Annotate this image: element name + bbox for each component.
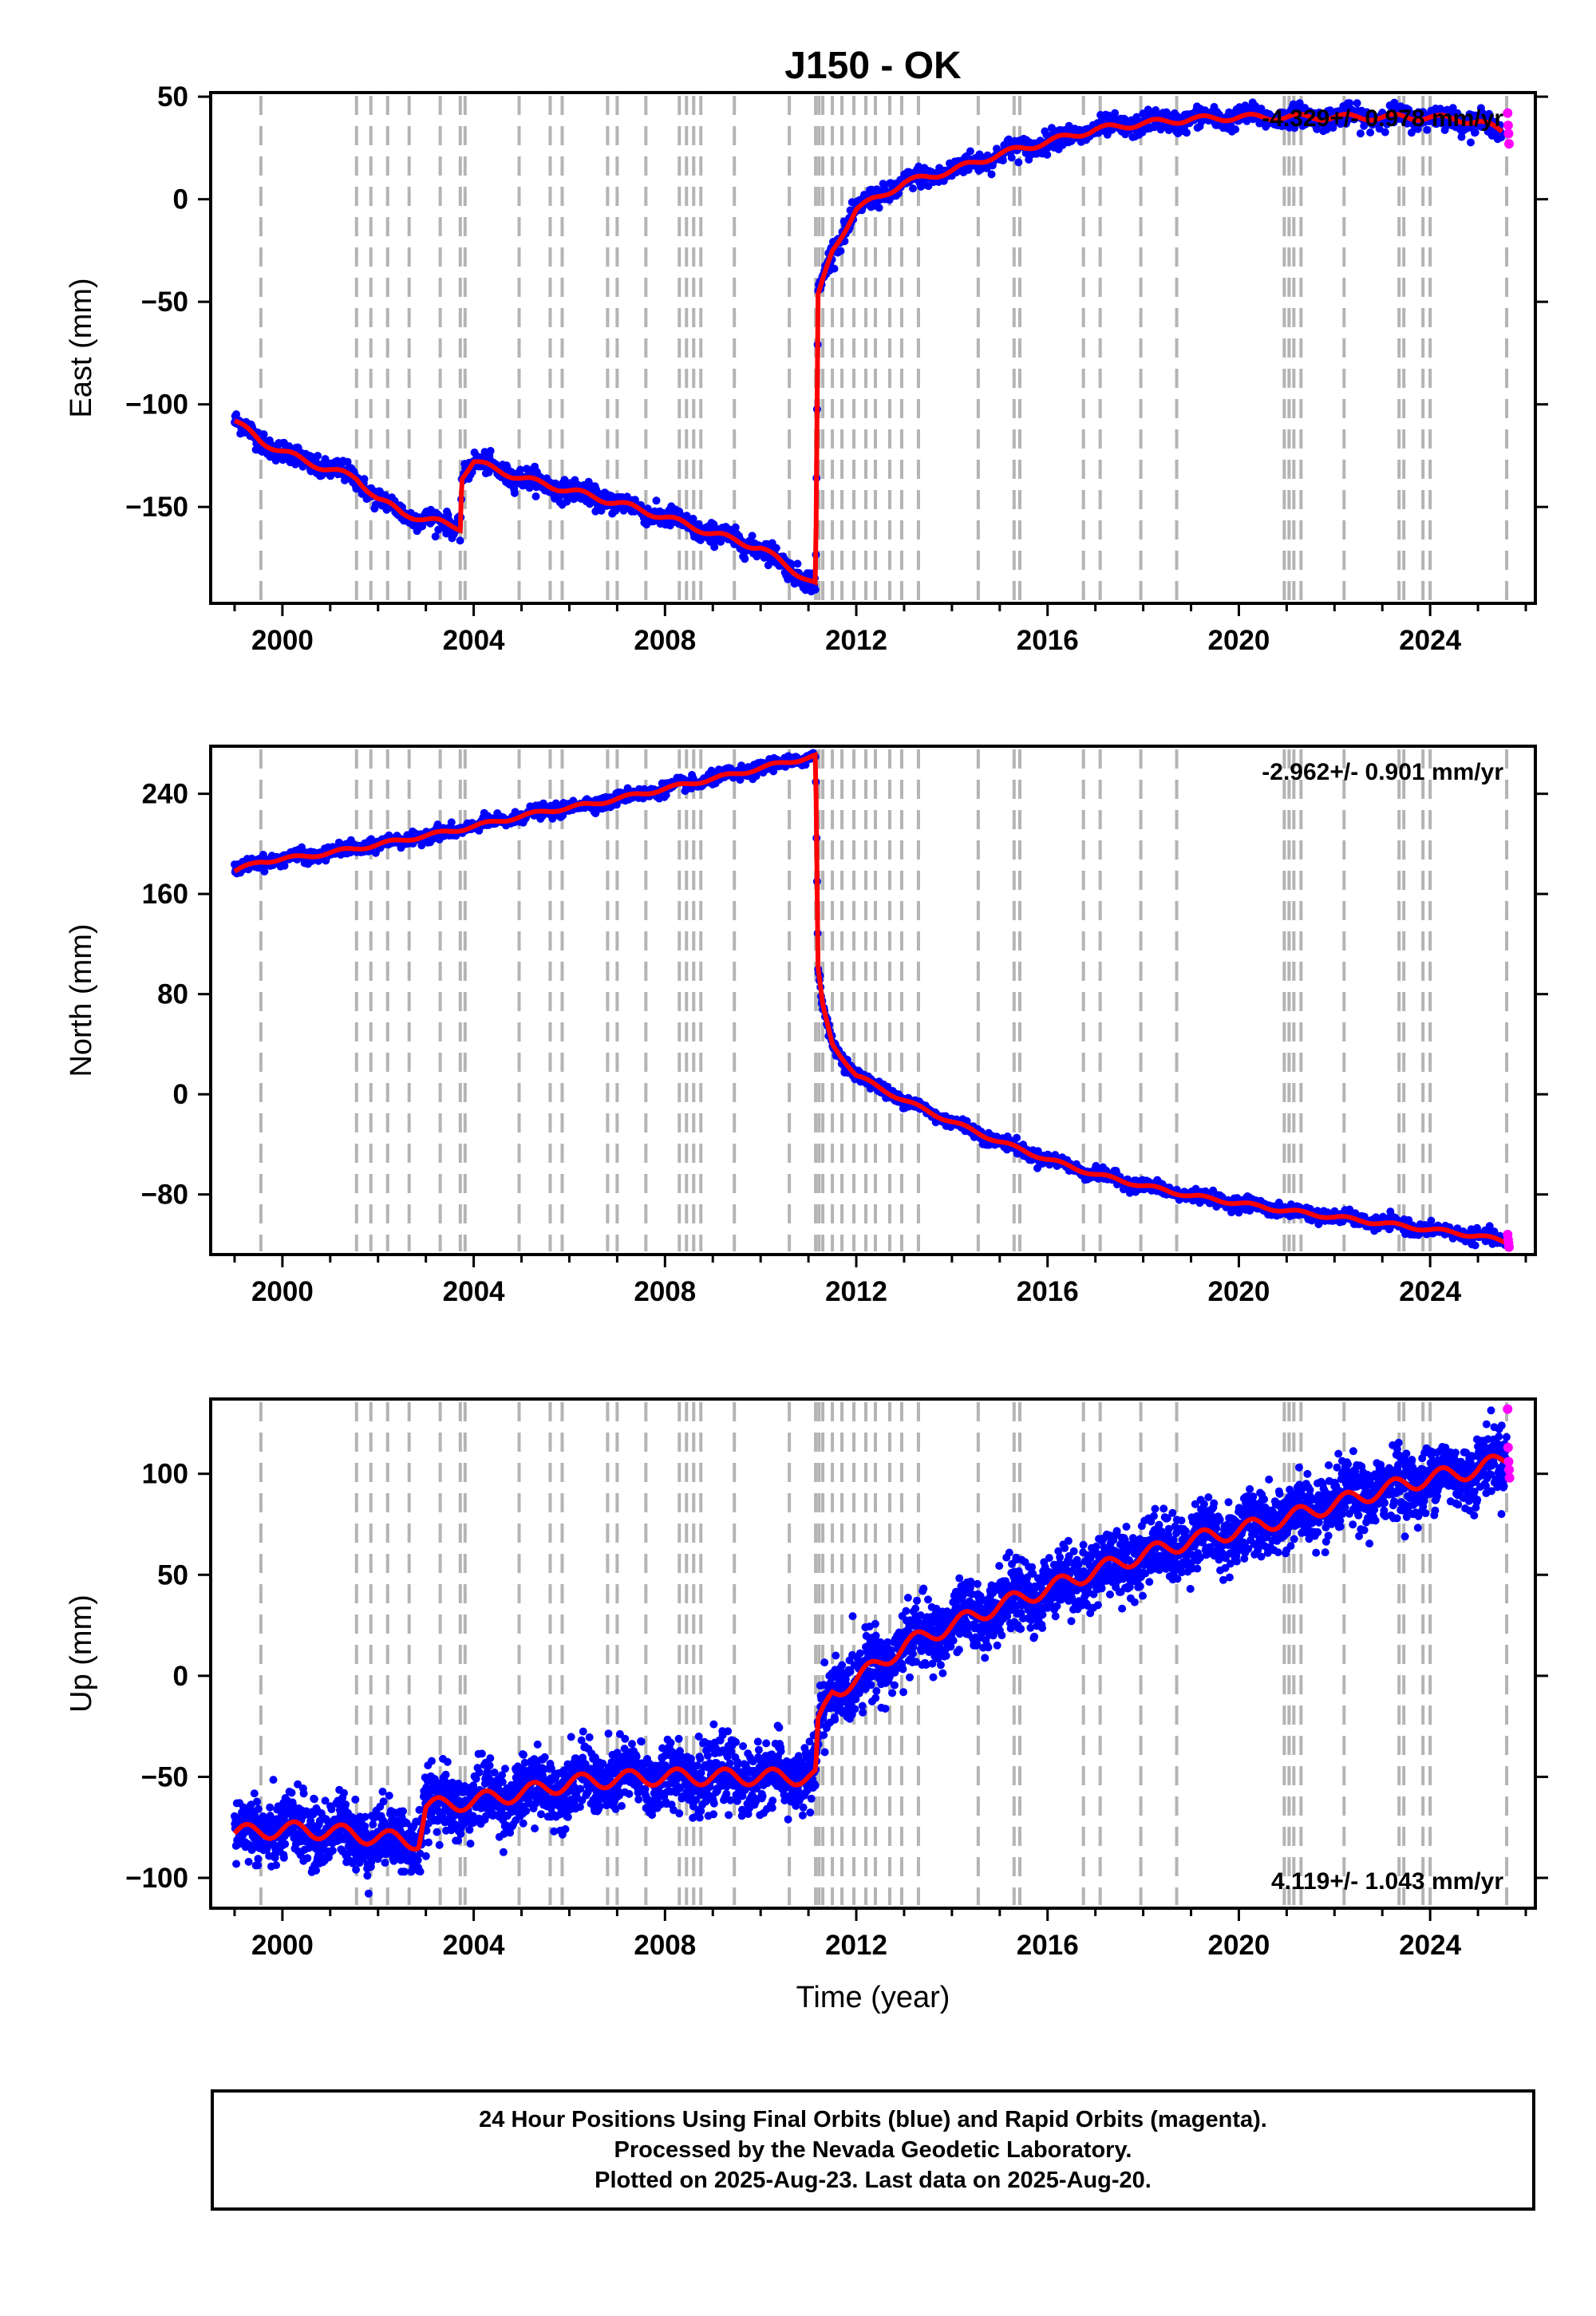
- final-point: [456, 536, 464, 545]
- final-point: [1471, 1241, 1479, 1250]
- x-tick-label: 2000: [251, 1276, 314, 1307]
- x-tick-label: 2016: [1017, 625, 1079, 656]
- rapid-point: [1504, 1242, 1515, 1252]
- final-point: [281, 1840, 290, 1848]
- final-point: [1007, 153, 1016, 162]
- final-point: [312, 1866, 321, 1875]
- final-point: [486, 447, 495, 455]
- y-tick-label: −100: [125, 389, 188, 421]
- final-point: [254, 1804, 263, 1813]
- x-tick-label: 2012: [825, 625, 887, 656]
- panels-group: 2000 2004 2008 2012 2016 2020 2024 50 0 −50 −100 −1…: [65, 81, 1548, 2014]
- final-point: [741, 555, 749, 563]
- final-point: [254, 1855, 263, 1863]
- final-point: [1013, 1133, 1021, 1142]
- x-tick-label: 2024: [1399, 1276, 1461, 1307]
- final-point: [875, 204, 883, 212]
- y-tick-label: −50: [141, 287, 188, 318]
- final-point: [1467, 138, 1475, 147]
- final-point: [710, 543, 719, 551]
- final-point: [279, 1853, 288, 1862]
- rate-label: -2.962+/- 0.901 mm/yr: [1262, 759, 1503, 785]
- final-point: [303, 1854, 312, 1863]
- final-point: [1014, 158, 1023, 167]
- y-tick-label: 50: [157, 81, 188, 113]
- final-point: [909, 184, 917, 193]
- x-tick-label: 2016: [1017, 1276, 1079, 1307]
- rapid-point: [1503, 121, 1513, 131]
- final-point: [360, 475, 369, 484]
- x-tick-label: 2020: [1208, 1276, 1270, 1307]
- rapid-point: [1503, 128, 1514, 139]
- final-point: [987, 170, 996, 179]
- final-point: [531, 492, 540, 500]
- x-tick-label: 2024: [1399, 625, 1461, 656]
- final-point: [630, 496, 639, 504]
- final-point: [431, 532, 440, 541]
- final-point: [731, 523, 740, 532]
- final-point: [272, 1861, 281, 1870]
- final-point: [310, 1795, 318, 1804]
- y-axis-label: North (mm): [65, 923, 98, 1077]
- final-point: [836, 247, 845, 255]
- panel-up: 2000 2004 2008 2012 2016 2020 2024100500−50−10…: [65, 1397, 1548, 2014]
- final-point: [516, 465, 525, 474]
- y-tick-label: −80: [141, 1180, 188, 1211]
- x-tick-label: 2004: [443, 1276, 505, 1307]
- final-point: [830, 264, 839, 273]
- final-point: [250, 1789, 259, 1798]
- panel-east: 2000 2004 2008 2012 2016 2020 2024 50 0 −50 −100 −1…: [65, 81, 1548, 656]
- x-tick-label: 2008: [634, 1276, 696, 1307]
- panel-north: 2000 2004 2008 2012 2016 2020 2024 240 160 80 0 −80…: [65, 745, 1548, 1307]
- final-point: [1111, 109, 1120, 117]
- final-point: [811, 585, 820, 594]
- final-point: [1231, 125, 1240, 134]
- y-axis-label: East (mm): [65, 278, 98, 417]
- final-point: [1183, 128, 1191, 137]
- final-point: [966, 147, 974, 156]
- final-point: [321, 455, 330, 464]
- final-point: [510, 488, 519, 497]
- final-point: [1427, 1216, 1436, 1225]
- x-tick-label: 2020: [1208, 625, 1270, 656]
- final-point: [793, 559, 802, 568]
- final-point: [253, 1797, 261, 1806]
- x-tick-label: 2008: [634, 625, 696, 656]
- final-point: [244, 1857, 253, 1866]
- final-points-north: [231, 749, 1511, 1250]
- x-tick-label: 2000: [251, 625, 314, 656]
- final-point: [597, 506, 606, 515]
- final-point: [287, 1788, 296, 1797]
- chart-title: J150 - OK: [784, 45, 962, 87]
- rate-label: -4.329+/- 0.978 mm/yr: [1262, 105, 1503, 132]
- final-point: [343, 457, 352, 466]
- final-point: [299, 1789, 308, 1798]
- final-point: [259, 430, 268, 439]
- x-tick-label: 2004: [443, 625, 505, 656]
- final-point: [652, 496, 661, 505]
- final-point: [1043, 150, 1052, 159]
- y-tick-label: 0: [173, 184, 188, 215]
- final-point: [269, 1776, 278, 1784]
- y-tick-label: 160: [142, 879, 188, 910]
- final-point: [748, 532, 757, 540]
- final-point: [772, 543, 780, 552]
- y-tick-label: 0: [173, 1079, 188, 1110]
- final-point: [532, 483, 541, 492]
- final-point: [266, 1803, 275, 1812]
- y-tick-label: 80: [157, 979, 188, 1010]
- final-point: [232, 1860, 241, 1868]
- y-tick-label: −150: [125, 492, 188, 523]
- rapid-point: [1503, 108, 1513, 118]
- final-point: [788, 560, 796, 569]
- final-point: [689, 515, 697, 523]
- rapid-point: [1504, 139, 1515, 149]
- final-point: [314, 452, 322, 460]
- x-tick-label: 2012: [825, 1276, 887, 1307]
- y-tick-label: 240: [142, 779, 188, 810]
